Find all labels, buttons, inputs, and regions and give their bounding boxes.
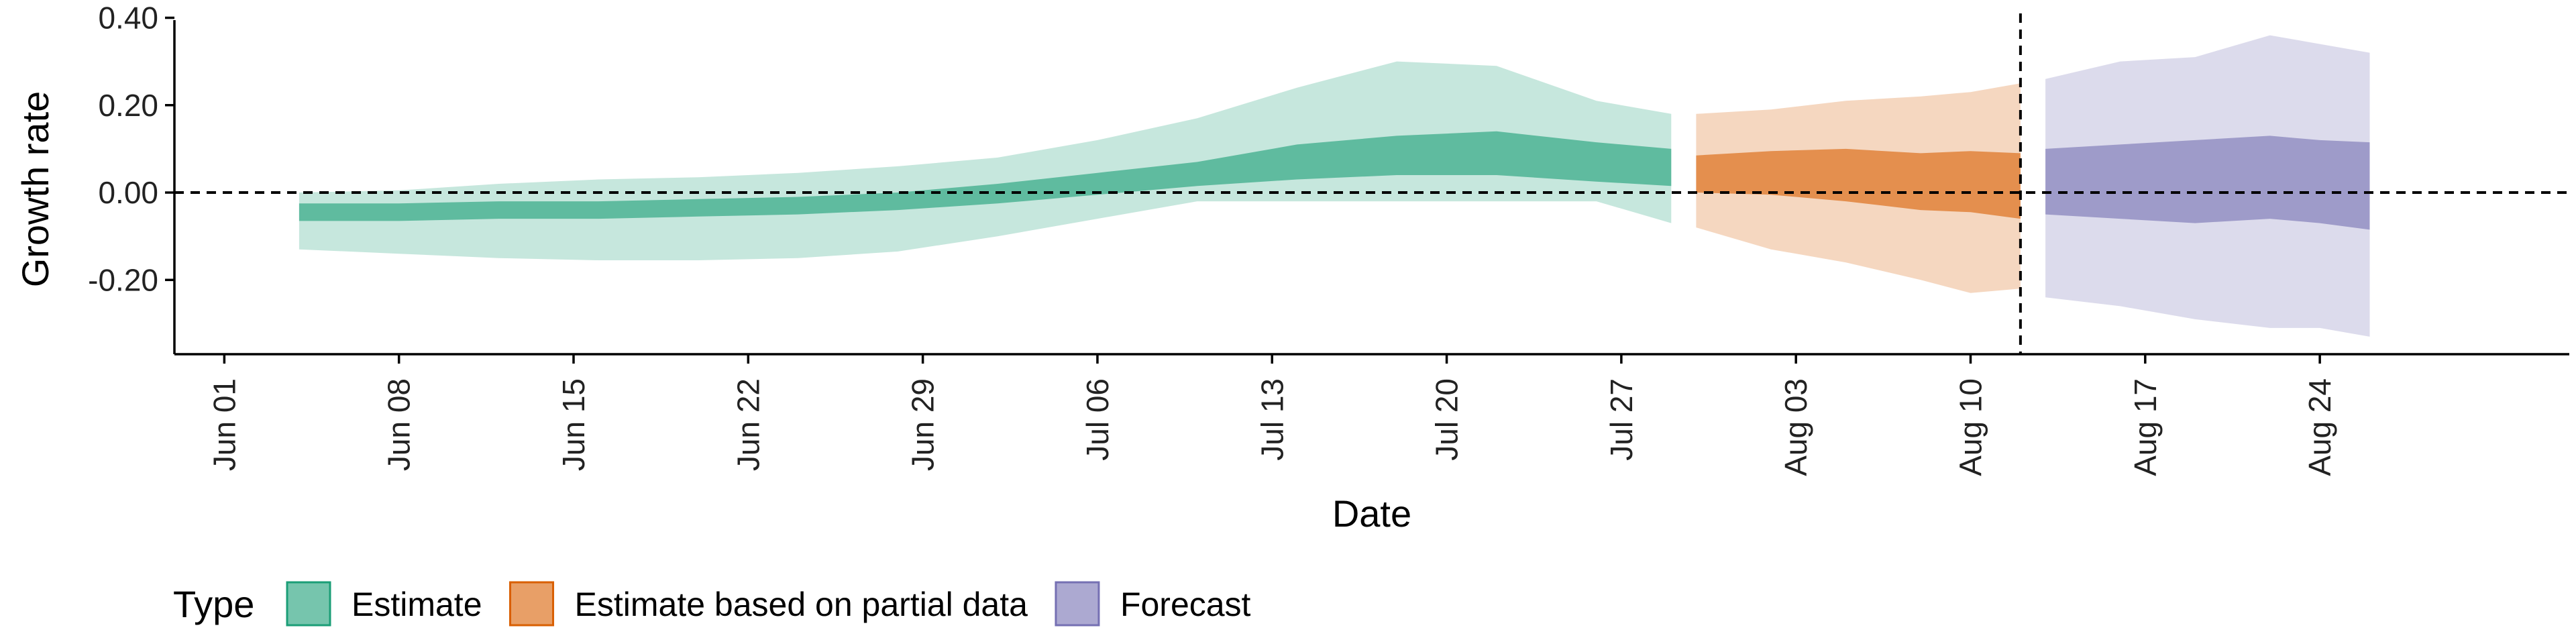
x-tick-label: Jul 20 [1430, 378, 1464, 461]
legend-title: Type [173, 583, 254, 625]
y-tick-label: 0.00 [98, 175, 158, 210]
y-tick-label: 0.20 [98, 88, 158, 123]
x-tick-label: Aug 17 [2128, 378, 2163, 476]
x-tick-label: Jul 27 [1604, 378, 1639, 461]
x-tick-label: Aug 24 [2302, 378, 2337, 476]
legend-swatch [1055, 581, 1100, 627]
x-tick-label: Jul 06 [1080, 378, 1115, 461]
x-tick-label: Jun 08 [382, 378, 417, 471]
y-tick-label: -0.20 [88, 262, 158, 297]
legend: Type Estimate Estimate based on partial d… [173, 581, 1251, 627]
x-tick-label: Jun 22 [731, 378, 765, 471]
x-tick-label: Aug 10 [1953, 378, 1988, 476]
band-50-0 [299, 131, 1672, 221]
x-tick-label: Jul 13 [1254, 378, 1289, 461]
legend-label: Forecast [1120, 586, 1251, 623]
legend-items: Estimate Estimate based on partial data Fo… [286, 581, 1251, 627]
x-tick-label: Jun 01 [207, 378, 241, 471]
y-axis-title: Growth rate [14, 91, 56, 288]
axes: -0.20 0.00 0.20 0.40 Jun 01 Jun 08 Jun 15 Jun 2… [88, 1, 2569, 476]
band-50-2 [2045, 136, 2370, 230]
legend-swatch [509, 581, 555, 627]
uncertainty-bands [299, 35, 2370, 337]
legend-label: Estimate [352, 586, 482, 623]
y-tick-label: 0.40 [98, 1, 158, 36]
band-50-1 [1696, 148, 2021, 219]
x-tick-label: Jun 15 [556, 378, 591, 471]
legend-swatch [286, 581, 331, 627]
x-axis-title: Date [1332, 492, 1411, 535]
x-tick-label: Jun 29 [906, 378, 941, 471]
reference-lines [174, 13, 2569, 354]
x-tick-label: Aug 03 [1778, 378, 1813, 476]
legend-label: Estimate based on partial data [575, 586, 1028, 623]
